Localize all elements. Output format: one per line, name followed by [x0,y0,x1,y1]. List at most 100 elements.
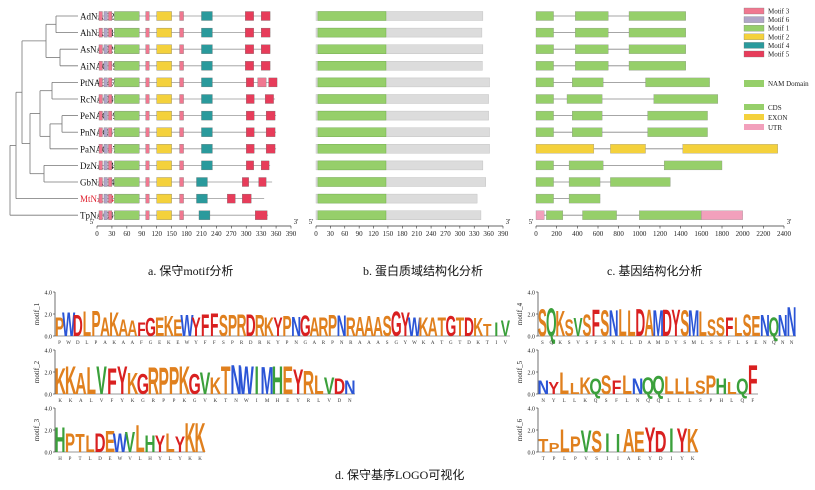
logo-letter: H [272,360,283,403]
gene-block-cds [535,11,554,21]
logo-letter: S [591,426,602,460]
logo-consensus-letter: L [667,399,670,404]
logo-letter: G [445,309,456,342]
motif-box-m2 [156,210,172,220]
logo-consensus-letter: K [583,399,587,404]
logo-y-tick-label: 4.0 [45,291,53,297]
logo-letter: V [501,316,511,341]
protein-bar [315,110,489,121]
logo-consensus-letter: R [258,341,262,346]
logo-y-tick-label: 2.0 [528,429,536,435]
nam-domain [317,27,387,38]
protein-bar [315,44,484,54]
logo-letter: K [65,360,77,403]
logo-consensus-letter: K [58,399,62,404]
logo-y-tick-label: 4.0 [528,349,536,355]
caption-a: a. 保守motif分析 [148,264,234,278]
logo-consensus-letter: N [636,399,640,404]
logo-consensus-letter: A [647,341,651,346]
axis-tick-label: 120 [151,230,162,238]
motif-box-m2 [156,61,172,71]
gene-block-cds [628,61,686,71]
motif-box-m3 [108,177,113,187]
motif-box-m3 [98,44,103,54]
logo-consensus-letter: D [98,457,102,462]
legend-label: CDS [768,104,782,112]
axis-tick-label: 0 [95,230,99,238]
legend-swatch [743,16,765,23]
motif-box-m6 [103,94,108,104]
logo-letter: F [748,356,758,404]
logo-letter: I [605,428,610,458]
logo-consensus-letter: S [386,341,389,346]
motif-box-m3 [145,94,150,104]
motif-box-m3 [179,44,184,54]
motif-box-m3 [145,210,150,220]
logo-consensus-letter: F [111,399,114,404]
motif-box-m3 [98,177,103,187]
logo-letter: A [100,313,110,342]
logo-consensus-letter: S [603,341,606,346]
protein-bar [315,61,483,71]
gene-block-exon [535,144,595,154]
logo-letter: D [655,426,667,460]
logo-consensus-letter: G [303,341,307,346]
logo-consensus-letter: N [234,399,238,404]
protein-bar [315,77,490,88]
axis-5prime: 5' [90,218,95,226]
logo-y-tick-label: 2.0 [528,313,536,319]
logo-consensus-letter: S [699,399,702,404]
motif-box-m5 [265,110,276,121]
axis-tick-label: 300 [455,230,466,238]
logo-consensus-letter: G [394,341,398,346]
logo-y-tick-label: 0.0 [45,335,53,341]
motif-box-m5 [246,127,255,137]
logo-consensus-letter: Q [594,399,598,404]
motif-box-m3 [179,144,184,154]
logo-letter: S [538,303,547,346]
logo-y-tick-label: 4.0 [528,407,536,413]
logo-letter: P [328,309,337,344]
logo-consensus-letter: F [751,399,754,404]
logo-y-tick-label: 2.0 [45,371,53,377]
logo-consensus-letter: R [152,399,156,404]
protein-bar [315,193,478,204]
logo-letter: L [622,370,632,400]
gene-block-cds [568,177,601,187]
gene-block-cds [535,94,554,104]
logo-letter: Y [677,421,688,459]
motif-box-m3 [145,177,150,187]
motif-box-m1 [114,210,140,220]
motif-box-m3 [179,193,184,204]
logo-y-tick-label: 4.0 [528,291,536,297]
gene-block-cds [572,77,604,88]
motif-box-m4 [196,177,208,187]
protein-bar [315,160,484,171]
gene-block-cds [645,77,710,88]
logo-consensus-letter: F [140,341,143,346]
axis-tick-label: 90 [138,230,146,238]
legend-swatch [743,33,765,40]
motif-box-m1 [114,110,140,121]
logo-letter: A [623,422,635,460]
logo-letter: G [189,368,201,400]
legend-label: Motif 4 [768,42,790,50]
logo-consensus-letter: Q [740,399,744,404]
gene-block-cds [647,127,708,137]
logo-letter: S [707,315,716,342]
axis-tick-label: 2200 [756,230,771,238]
logo-letter: D [662,303,672,346]
logo-letter: Q [642,373,654,400]
axis-tick-label: 1800 [715,230,730,238]
motif-box-m3 [179,27,184,38]
logo-letter: A [309,311,319,342]
motif-box-m4 [198,210,211,220]
motif-box-m3 [98,77,103,88]
logo-consensus-letter: P [95,341,98,346]
motif-box-m3 [145,110,150,121]
logo-consensus-letter: F [213,341,216,346]
logo-letter: K [555,303,565,344]
logo-consensus-letter: W [244,399,249,404]
motif-box-m6 [103,27,108,38]
